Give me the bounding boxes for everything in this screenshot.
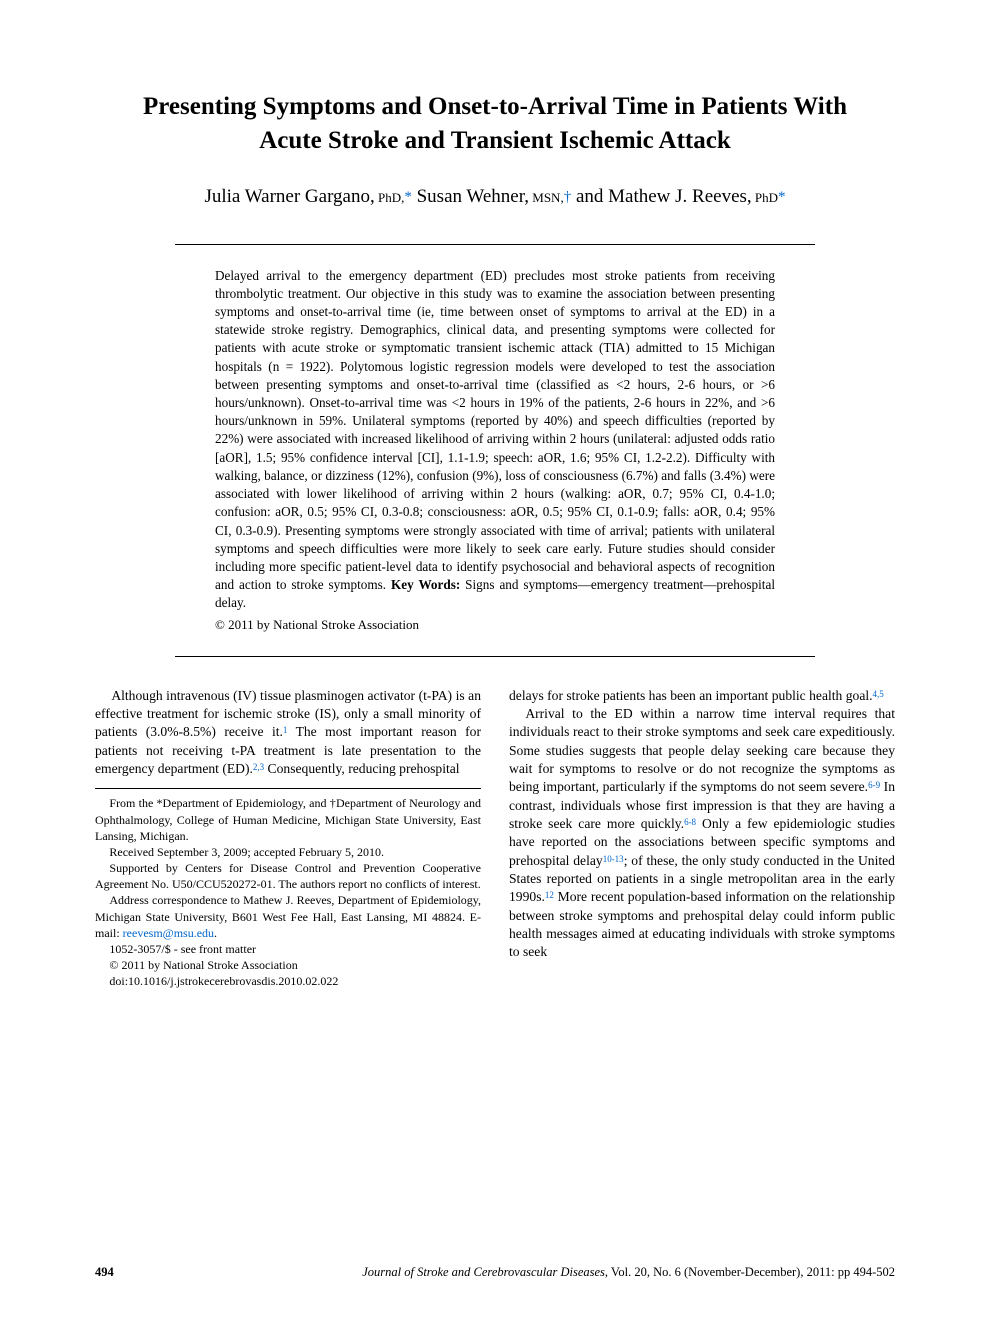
journal-issue: Vol. 20, No. 6 (November-December), 2011… — [608, 1265, 895, 1279]
author-1-degree: PhD, — [375, 190, 405, 205]
author-list: Julia Warner Gargano, PhD,* Susan Wehner… — [95, 186, 895, 208]
page-footer: 494 Journal of Stroke and Cerebrovascula… — [95, 1265, 895, 1280]
left-paragraph-1: Although intravenous (IV) tissue plasmin… — [95, 687, 481, 779]
footnote-rule — [95, 788, 481, 789]
ref-12[interactable]: 12 — [545, 890, 554, 900]
column-left: Although intravenous (IV) tissue plasmin… — [95, 687, 481, 990]
right-paragraph-2: Arrival to the ED within a narrow time i… — [509, 705, 895, 962]
author-3-name: Mathew J. Reeves, — [608, 186, 752, 207]
correspondence-period: . — [214, 926, 217, 940]
author-3-conj: and — [576, 186, 608, 207]
author-1-name: Julia Warner Gargano, — [204, 186, 374, 207]
footnote-affiliation: From the *Department of Epidemiology, an… — [95, 795, 481, 844]
author-3-affil: * — [778, 189, 786, 205]
ref-6-9[interactable]: 6-9 — [868, 780, 880, 790]
article-title: Presenting Symptoms and Onset-to-Arrival… — [95, 90, 895, 158]
author-2-degree: MSN, — [529, 190, 564, 205]
footnote-correspondence: Address correspondence to Mathew J. Reev… — [95, 892, 481, 941]
rule-top — [175, 244, 815, 245]
abstract-copyright: © 2011 by National Stroke Association — [215, 616, 775, 634]
journal-name: Journal of Stroke and Cerebrovascular Di… — [362, 1265, 608, 1279]
author-2-affil: † — [564, 189, 572, 205]
ref-2-3[interactable]: 2,3 — [253, 762, 264, 772]
keywords-label: Key Words: — [386, 577, 465, 592]
ref-6-8[interactable]: 6-8 — [684, 817, 696, 827]
right-p1-a: delays for stroke patients has been an i… — [509, 688, 873, 703]
footnote-dates: Received September 3, 2009; accepted Feb… — [95, 844, 481, 860]
footnote-issn: 1052-3057/$ - see front matter — [95, 941, 481, 957]
author-2-name: Susan Wehner, — [417, 186, 529, 207]
right-paragraph-1: delays for stroke patients has been an i… — [509, 687, 895, 705]
footnote-doi: doi:10.1016/j.jstrokecerebrovasdis.2010.… — [95, 973, 481, 989]
footnotes: From the *Department of Epidemiology, an… — [95, 795, 481, 989]
column-right: delays for stroke patients has been an i… — [509, 687, 895, 990]
ref-4-5[interactable]: 4,5 — [873, 689, 884, 699]
ref-10-13[interactable]: 10-13 — [603, 854, 624, 864]
right-p2-e: More recent population-based information… — [509, 889, 895, 959]
author-1-affil: * — [404, 189, 412, 205]
body-columns: Although intravenous (IV) tissue plasmin… — [95, 687, 895, 990]
footnote-funding: Supported by Centers for Disease Control… — [95, 860, 481, 892]
correspondence-email[interactable]: reevesm@msu.edu — [123, 926, 214, 940]
page-number: 494 — [95, 1265, 114, 1280]
footnote-copyright: © 2011 by National Stroke Association — [95, 957, 481, 973]
abstract-text: Delayed arrival to the emergency departm… — [215, 268, 775, 593]
rule-bottom — [175, 656, 815, 657]
abstract: Delayed arrival to the emergency departm… — [215, 267, 775, 634]
right-p2-a: Arrival to the ED within a narrow time i… — [509, 706, 895, 794]
author-3-degree: PhD — [752, 190, 778, 205]
left-p1-c: Consequently, reducing prehospital — [264, 761, 459, 776]
journal-citation: Journal of Stroke and Cerebrovascular Di… — [362, 1265, 895, 1280]
